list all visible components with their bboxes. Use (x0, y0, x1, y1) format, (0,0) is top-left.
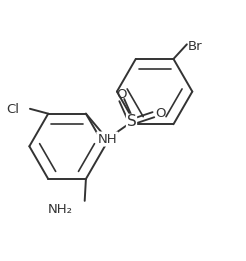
Text: Br: Br (187, 40, 202, 53)
Text: Cl: Cl (6, 103, 19, 116)
Text: O: O (155, 107, 166, 120)
Text: NH: NH (97, 133, 117, 146)
Text: NH₂: NH₂ (47, 203, 72, 216)
Text: O: O (117, 87, 127, 100)
Text: S: S (127, 115, 136, 129)
